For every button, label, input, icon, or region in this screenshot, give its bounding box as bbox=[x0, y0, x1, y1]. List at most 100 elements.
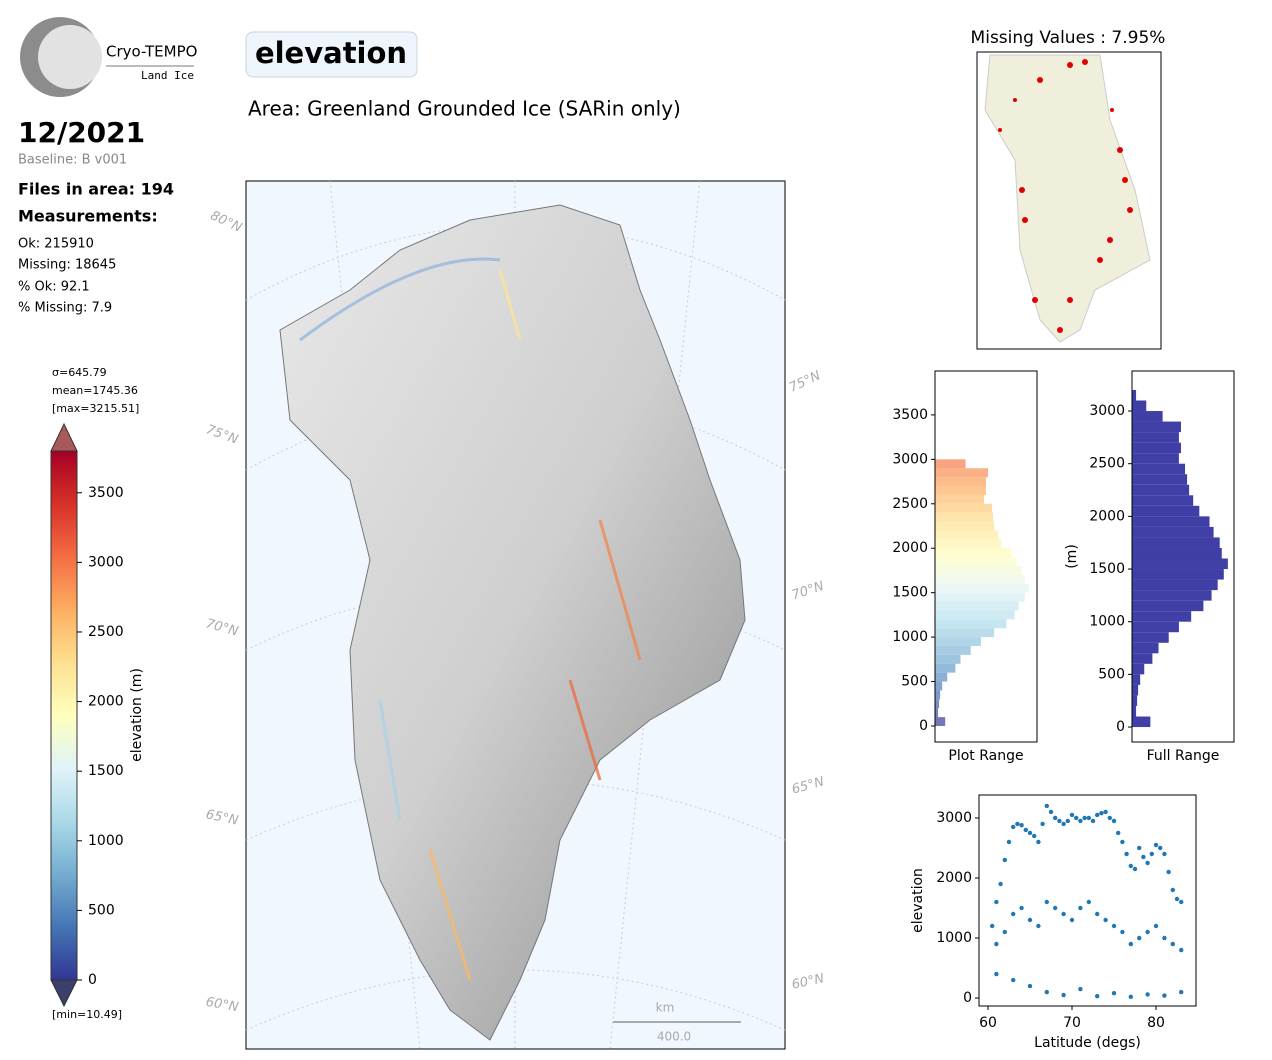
hist-bar bbox=[935, 539, 1002, 549]
hist-bar bbox=[935, 574, 1025, 584]
y-tick-label: 500 bbox=[1098, 666, 1125, 682]
point bbox=[1095, 911, 1100, 917]
cbar-max: [max=3215.51] bbox=[52, 402, 139, 415]
axes-frame bbox=[934, 370, 1038, 743]
hist-bar bbox=[935, 486, 986, 495]
y-tick-label: 1500 bbox=[1089, 561, 1125, 577]
point bbox=[1069, 917, 1075, 923]
logo-name: Cryo-TEMPO bbox=[106, 43, 197, 61]
hist-bar bbox=[1132, 569, 1224, 580]
point bbox=[1162, 851, 1167, 857]
point bbox=[1145, 929, 1150, 935]
y-tick-label: 2000 bbox=[892, 540, 928, 556]
y-tick-label: 500 bbox=[901, 674, 928, 690]
lat-label: 70°N bbox=[204, 617, 240, 640]
point bbox=[1179, 989, 1184, 995]
point bbox=[1170, 941, 1176, 947]
point bbox=[1061, 992, 1066, 998]
hist-bar bbox=[935, 708, 939, 718]
point bbox=[1027, 983, 1033, 989]
hist-bar bbox=[1132, 474, 1188, 485]
files: Files in area: 194 bbox=[18, 180, 174, 199]
hist-bar bbox=[1132, 590, 1212, 601]
y-tick-label: 1000 bbox=[1089, 614, 1125, 630]
hist-bar bbox=[1132, 632, 1169, 643]
lat-label: 65°N bbox=[204, 807, 239, 829]
y-label: elevation bbox=[910, 868, 926, 933]
point bbox=[1162, 935, 1167, 941]
hist-bar bbox=[935, 468, 989, 478]
point bbox=[1141, 854, 1146, 860]
point bbox=[1082, 815, 1087, 821]
hist-bar bbox=[1132, 505, 1200, 517]
point bbox=[1132, 866, 1138, 872]
x-tick-label: 60 bbox=[979, 1015, 997, 1031]
hist-bar bbox=[935, 628, 995, 638]
hist-bar bbox=[935, 494, 984, 504]
hist-bar bbox=[1132, 600, 1204, 612]
y-tick-label: 2500 bbox=[892, 496, 928, 512]
baseline: Baseline: B v001 bbox=[18, 153, 127, 168]
point bbox=[1027, 917, 1033, 923]
lat-label: 75°N bbox=[204, 422, 240, 447]
hist-bar bbox=[935, 690, 941, 700]
date: 12/2021 bbox=[18, 116, 145, 149]
cbar-tick-label: 3500 bbox=[88, 485, 124, 501]
y-tick-label: 0 bbox=[963, 990, 972, 1006]
y-tick-label: 3500 bbox=[892, 407, 928, 423]
hist-bar bbox=[1132, 421, 1181, 433]
hist-bar bbox=[1132, 663, 1145, 675]
logo: Cryo-TEMPO Land Ice bbox=[20, 17, 197, 97]
stat-line: Ok: 215910 bbox=[18, 237, 94, 252]
point bbox=[1128, 941, 1134, 947]
point bbox=[1095, 994, 1100, 999]
y-tick-label: 3000 bbox=[892, 451, 928, 467]
point bbox=[1120, 839, 1125, 845]
point bbox=[1158, 845, 1163, 851]
x-label: Full Range bbox=[1147, 748, 1220, 764]
y-tick-label: 3000 bbox=[936, 810, 972, 826]
point bbox=[1153, 842, 1159, 848]
stat-line: % Missing: 7.9 bbox=[18, 301, 112, 316]
point bbox=[1111, 991, 1117, 996]
lat-label: 60°N bbox=[790, 971, 825, 993]
point bbox=[1002, 857, 1007, 863]
hist-bar bbox=[1132, 463, 1186, 475]
point bbox=[1052, 905, 1058, 911]
hist-bar bbox=[935, 477, 986, 487]
hist-bar bbox=[935, 503, 993, 513]
y-tick-label: 2000 bbox=[936, 870, 972, 886]
y-tick-label: 2000 bbox=[1089, 508, 1125, 524]
main-map: km 400.0 bbox=[245, 180, 786, 1050]
hist-bar bbox=[1132, 432, 1179, 443]
point bbox=[1006, 839, 1012, 845]
point bbox=[1010, 911, 1016, 917]
hist-bar bbox=[935, 530, 999, 540]
point bbox=[994, 941, 999, 947]
cbar-tick-label: 1000 bbox=[88, 833, 124, 849]
point bbox=[1044, 989, 1049, 995]
hist-bar bbox=[1132, 537, 1220, 548]
point bbox=[1145, 860, 1150, 866]
cbar-min: [min=10.49] bbox=[52, 1008, 122, 1021]
axes-frame bbox=[978, 794, 1197, 1007]
stat-line: Missing: 18645 bbox=[18, 258, 116, 273]
point bbox=[998, 881, 1003, 887]
point bbox=[1099, 810, 1104, 816]
point bbox=[1019, 905, 1024, 911]
y-tick-label: 2500 bbox=[1089, 456, 1125, 472]
point bbox=[1061, 821, 1066, 827]
point bbox=[1019, 822, 1024, 828]
cbar-over bbox=[50, 422, 78, 452]
lat-label: 60°N bbox=[205, 995, 240, 1016]
hist-bar bbox=[1132, 716, 1151, 728]
point bbox=[1052, 815, 1058, 821]
point bbox=[994, 971, 999, 977]
hist-bar bbox=[1132, 611, 1192, 622]
y-tick-label: 1000 bbox=[936, 930, 972, 946]
cbar-tick-label: 2000 bbox=[88, 694, 124, 710]
point bbox=[1090, 818, 1096, 824]
hist-bar bbox=[935, 601, 1019, 611]
y-label: (m) bbox=[1064, 544, 1080, 569]
hist-bar bbox=[1132, 484, 1190, 496]
